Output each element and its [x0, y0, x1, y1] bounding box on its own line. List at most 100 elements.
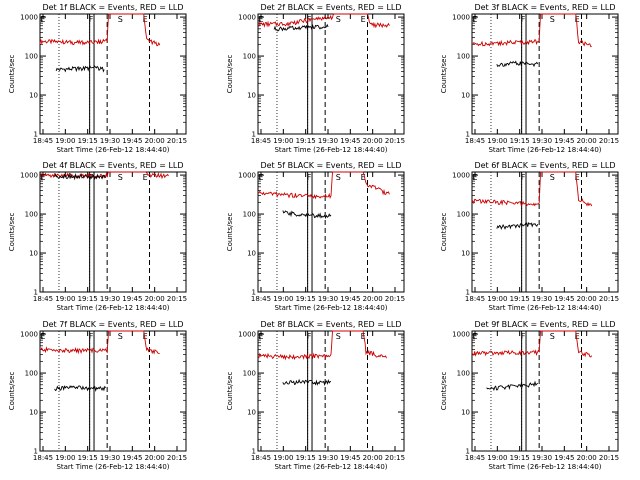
x-axis-label: Start Time (26-Feb-12 18:44:40)	[488, 463, 601, 471]
x-tick-label: 19:00	[55, 454, 75, 462]
x-tick-label: 19:30	[532, 137, 552, 145]
flag-label: E	[472, 173, 477, 182]
x-axis-label: Start Time (26-Feb-12 18:44:40)	[488, 146, 601, 154]
y-axis-label: Counts/sec	[226, 55, 234, 94]
y-axis-label: Counts/sec	[440, 55, 448, 94]
flag-label: E	[361, 173, 366, 182]
x-tick-label: 19:00	[273, 454, 293, 462]
lld-series-line	[39, 13, 161, 47]
flag-label: S	[336, 173, 341, 182]
panel-title: Det 8f BLACK = Events, RED = LLD	[260, 320, 401, 329]
x-tick-label: 19:15	[510, 295, 530, 303]
flag-label: E	[575, 332, 580, 341]
x-tick-label: 19:15	[78, 295, 98, 303]
x-tick-label: 19:45	[554, 295, 574, 303]
y-tick-label: 1000	[452, 331, 470, 339]
lld-series-line	[471, 330, 593, 358]
flag-label: F	[521, 15, 526, 24]
x-tick-label: 19:00	[487, 454, 507, 462]
flag-label: S	[336, 332, 341, 341]
x-tick-label: 19:00	[273, 137, 293, 145]
panel-title: Det 4f BLACK = Events, RED = LLD	[42, 161, 183, 170]
plot-frame	[471, 330, 619, 452]
x-tick-label: 20:15	[385, 295, 405, 303]
lld-series-line	[258, 13, 390, 29]
panel-title: Det 2f BLACK = Events, RED = LLD	[260, 3, 401, 12]
y-tick-label: 100	[243, 370, 256, 378]
flag-label: E	[575, 15, 580, 24]
y-axis-label: Counts/sec	[226, 372, 234, 411]
y-tick-label: 1	[466, 131, 470, 139]
flag-label: F	[307, 332, 312, 341]
y-tick-label: 1	[34, 448, 38, 456]
events-series-line	[486, 380, 538, 391]
y-tick-label: 1	[252, 131, 256, 139]
panel-1: Det 1f BLACK = Events, RED = LLD 1 10 100 10…	[8, 3, 187, 154]
y-tick-label: 100	[25, 370, 38, 378]
y-tick-label: 1	[466, 289, 470, 297]
flag-label: E	[472, 332, 477, 341]
x-tick-label: 20:00	[577, 454, 597, 462]
y-tick-label: 10	[29, 92, 38, 100]
panel-title: Det 6f BLACK = Events, RED = LLD	[474, 161, 615, 170]
flag-label: E	[472, 15, 477, 24]
y-tick-label: 1	[466, 448, 470, 456]
x-tick-label: 19:30	[318, 454, 338, 462]
x-tick-label: 18:45	[465, 137, 485, 145]
flag-label: S	[118, 15, 123, 24]
events-series-line	[282, 378, 332, 387]
panel-7: Det 7f BLACK = Events, RED = LLD 1 10 100 10…	[8, 320, 187, 471]
y-tick-label: 10	[29, 250, 38, 258]
lld-series-line	[257, 171, 390, 200]
y-tick-label: 1	[252, 289, 256, 297]
lld-series-line	[472, 13, 592, 48]
flag-label: F	[521, 332, 526, 341]
x-axis-label: Start Time (26-Feb-12 18:44:40)	[274, 304, 387, 312]
y-tick-label: 100	[243, 53, 256, 61]
flag-label: F	[521, 173, 526, 182]
x-axis-label: Start Time (26-Feb-12 18:44:40)	[56, 146, 169, 154]
x-tick-label: 20:00	[363, 454, 383, 462]
y-tick-label: 100	[457, 370, 470, 378]
flag-label: E	[361, 332, 366, 341]
x-tick-label: 20:15	[599, 295, 619, 303]
flag-label: S	[550, 173, 555, 182]
plot-frame	[39, 171, 187, 293]
x-tick-label: 19:00	[273, 295, 293, 303]
x-tick-label: 19:00	[487, 295, 507, 303]
flag-label: S	[550, 332, 555, 341]
panel-5: Det 5f BLACK = Events, RED = LLD 1 10 100 10…	[226, 161, 405, 312]
x-axis-label: Start Time (26-Feb-12 18:44:40)	[488, 304, 601, 312]
x-tick-label: 20:15	[385, 137, 405, 145]
y-axis-label: Counts/sec	[440, 372, 448, 411]
flag-label: E	[40, 332, 45, 341]
x-tick-label: 19:45	[340, 295, 360, 303]
y-tick-label: 10	[247, 409, 256, 417]
panel-3: Det 3f BLACK = Events, RED = LLD 1 10 100 10…	[440, 3, 619, 154]
x-tick-label: 19:00	[55, 137, 75, 145]
x-tick-label: 19:15	[296, 137, 316, 145]
x-tick-label: 18:45	[33, 295, 53, 303]
plot-frame	[257, 171, 405, 293]
flag-label: E	[40, 173, 45, 182]
plot-frame	[39, 13, 187, 135]
x-tick-label: 20:00	[577, 295, 597, 303]
flag-label: S	[118, 173, 123, 182]
panel-8: Det 8f BLACK = Events, RED = LLD 1 10 100 10…	[226, 320, 405, 471]
flag-label: S	[118, 332, 123, 341]
y-tick-label: 1000	[452, 172, 470, 180]
y-tick-label: 1000	[20, 172, 38, 180]
lld-series-line	[40, 330, 160, 355]
y-tick-label: 100	[457, 211, 470, 219]
x-tick-label: 19:00	[487, 137, 507, 145]
y-tick-label: 1000	[238, 14, 256, 22]
x-axis-label: Start Time (26-Feb-12 18:44:40)	[56, 304, 169, 312]
x-tick-label: 19:15	[296, 295, 316, 303]
x-tick-label: 19:15	[510, 137, 530, 145]
y-tick-label: 1000	[20, 14, 38, 22]
lld-series-line	[257, 330, 387, 361]
flag-label: E	[143, 332, 148, 341]
lld-series-line	[471, 171, 593, 207]
panel-9: Det 9f BLACK = Events, RED = LLD 1 10 100 10…	[440, 320, 619, 471]
plot-frame	[257, 13, 405, 135]
